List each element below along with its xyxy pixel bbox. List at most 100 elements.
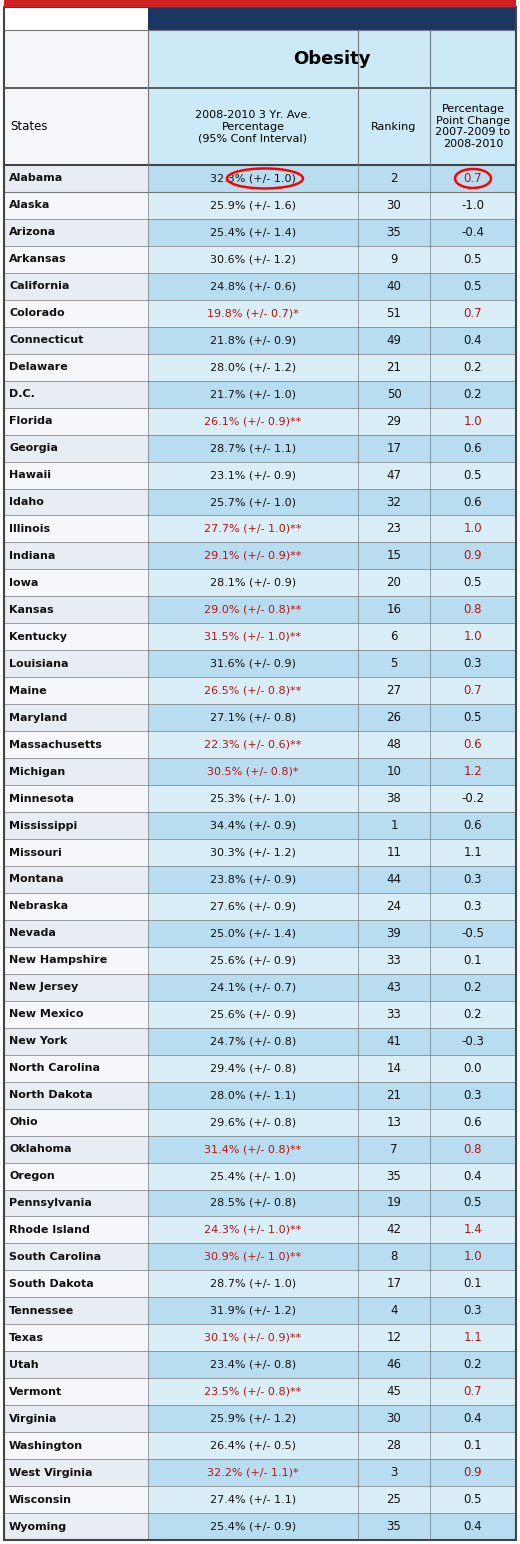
Bar [4,596,148,624]
Bar [148,650,358,678]
Text: 24: 24 [386,900,401,913]
Text: Ranking: Ranking [371,122,417,131]
Bar [358,704,430,732]
Text: 9: 9 [390,253,398,266]
Bar [358,812,430,838]
Text: 50: 50 [387,388,401,400]
Bar [148,812,358,838]
Bar [148,1109,358,1135]
Text: 0.4: 0.4 [464,1413,483,1425]
Text: 28.0% (+/- 1.2): 28.0% (+/- 1.2) [210,363,296,372]
Text: Alabama: Alabama [9,173,63,184]
Bar [4,488,148,516]
Text: 1.4: 1.4 [464,1223,483,1237]
Bar [148,1379,358,1405]
Text: 38: 38 [387,792,401,804]
Text: Nevada: Nevada [9,928,56,939]
Text: 1.0: 1.0 [464,522,483,536]
Text: 0.4: 0.4 [464,1519,483,1533]
Bar [4,245,148,273]
Bar [430,273,516,300]
Bar [430,327,516,354]
Bar [358,354,430,381]
Text: 28: 28 [386,1439,401,1453]
Bar [430,1163,516,1189]
Text: 5: 5 [391,658,398,670]
Bar [358,1109,430,1135]
Text: 25: 25 [386,1493,401,1505]
Text: 7: 7 [390,1143,398,1155]
Text: 29.6% (+/- 0.8): 29.6% (+/- 0.8) [210,1118,296,1127]
Bar [358,516,430,542]
Bar [358,892,430,920]
Bar [358,488,430,516]
Text: 0.5: 0.5 [464,576,482,590]
Text: 23.1% (+/- 0.9): 23.1% (+/- 0.9) [210,469,296,480]
Bar [358,1135,430,1163]
Text: 42: 42 [386,1223,401,1237]
Bar [358,946,430,974]
Text: 43: 43 [386,980,401,994]
Bar [430,1513,516,1539]
Text: 0.5: 0.5 [464,468,482,482]
Bar [148,300,358,327]
Text: 29.1% (+/- 0.9)**: 29.1% (+/- 0.9)** [204,551,302,560]
Text: -0.2: -0.2 [462,792,485,804]
Text: 35: 35 [387,1169,401,1183]
Bar [430,516,516,542]
Bar [430,300,516,327]
Bar [148,1485,358,1513]
Text: Georgia: Georgia [9,443,58,452]
Text: 0.6: 0.6 [464,1116,483,1129]
Bar [4,946,148,974]
Bar [358,866,430,892]
Bar [430,1135,516,1163]
Text: Montana: Montana [9,874,63,885]
Bar [358,542,430,570]
Text: 19: 19 [386,1197,401,1209]
Text: 30.6% (+/- 1.2): 30.6% (+/- 1.2) [210,255,296,264]
Text: 0.2: 0.2 [464,1008,483,1021]
Bar [4,88,148,165]
Bar [148,1297,358,1325]
Bar [4,0,516,8]
Text: 34.4% (+/- 0.9): 34.4% (+/- 0.9) [210,820,296,831]
Bar [4,624,148,650]
Bar [358,1325,430,1351]
Text: 0.3: 0.3 [464,872,482,886]
Text: 6: 6 [390,630,398,644]
Text: Michigan: Michigan [9,767,65,777]
Text: 0.7: 0.7 [464,684,483,698]
Text: 33: 33 [387,1008,401,1021]
Text: Tennessee: Tennessee [9,1306,74,1315]
Text: 31.9% (+/- 1.2): 31.9% (+/- 1.2) [210,1306,296,1315]
Bar [148,1433,358,1459]
Text: Obesity: Obesity [293,49,371,68]
Bar [358,191,430,219]
Text: Florida: Florida [9,417,53,426]
Bar [430,920,516,946]
Text: 21: 21 [386,361,401,374]
Text: 0.5: 0.5 [464,1493,482,1505]
Text: 31.4% (+/- 0.8)**: 31.4% (+/- 0.8)** [204,1144,302,1153]
Text: 1.1: 1.1 [464,846,483,858]
Text: 0.6: 0.6 [464,738,483,752]
Text: 21.8% (+/- 0.9): 21.8% (+/- 0.9) [210,335,296,346]
Bar [148,784,358,812]
Bar [4,1405,148,1433]
Bar [430,542,516,570]
Text: Utah: Utah [9,1360,38,1370]
Text: 0.8: 0.8 [464,1143,482,1155]
Bar [430,434,516,462]
Bar [4,1297,148,1325]
Text: 28.1% (+/- 0.9): 28.1% (+/- 0.9) [210,577,296,588]
Bar [430,165,516,191]
Bar [430,1433,516,1459]
Text: D.C.: D.C. [9,389,35,400]
Text: Louisiana: Louisiana [9,659,69,669]
Text: Hawaii: Hawaii [9,469,51,480]
Bar [358,1513,430,1539]
Text: 32.2% (+/- 1.1)*: 32.2% (+/- 1.1)* [207,1468,299,1478]
Bar [430,219,516,245]
Text: 25.6% (+/- 0.9): 25.6% (+/- 0.9) [210,1010,296,1019]
